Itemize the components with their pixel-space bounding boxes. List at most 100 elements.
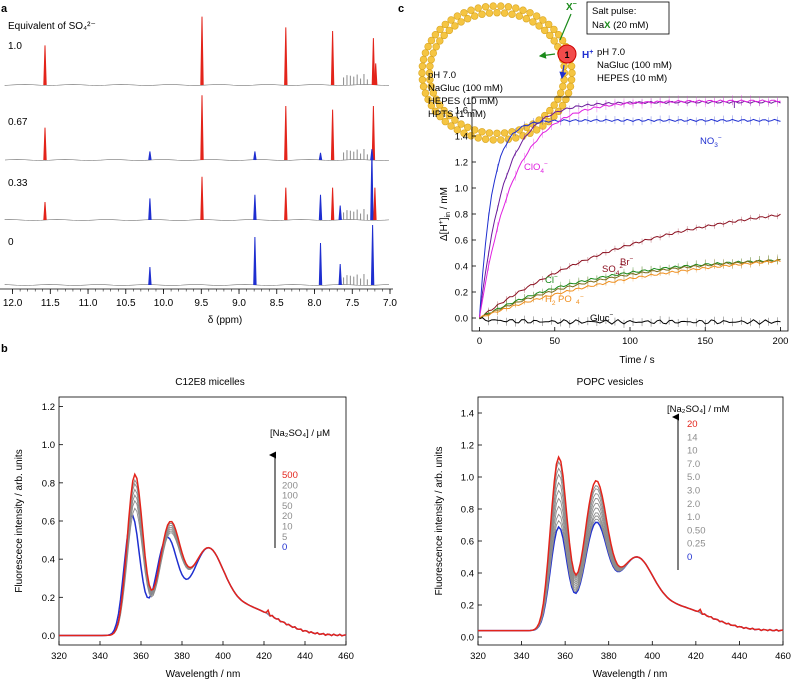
transport-series-line [479, 100, 781, 319]
nmr-peak [338, 205, 342, 221]
lipid-head [500, 9, 509, 17]
legend-entry: 0.25 [687, 539, 706, 550]
lipid-head [436, 37, 444, 45]
outside-line-3: HEPES (10 mM) [597, 73, 667, 84]
label-iodide: I− [733, 99, 740, 111]
spectrum-ytick-label: 1.0 [461, 473, 474, 484]
nmr-trace-label: 0 [8, 237, 14, 248]
lipid-head [567, 62, 576, 70]
lipid-head [539, 16, 547, 24]
lipid-head [441, 20, 449, 29]
outside-line-2: NaGluc (100 mM) [597, 60, 672, 71]
proton-charge: + [589, 49, 593, 56]
spectrum-ytick-label: 0.4 [461, 569, 474, 580]
carrier-molecule [557, 44, 577, 64]
anion-label: X− [566, 1, 577, 13]
lipid-head [532, 12, 541, 20]
lipid-head [508, 10, 516, 18]
popc-frame [477, 396, 784, 646]
nmr-xtick-label: 10.5 [116, 298, 136, 309]
nmr-peak [284, 105, 288, 161]
transport-series-line [479, 317, 781, 325]
nmr-trace-label: 0.33 [8, 178, 28, 189]
nmr-peak [338, 263, 342, 286]
panel-label-b: b [1, 343, 8, 355]
nmr-peak [253, 236, 257, 286]
lipid-head [478, 128, 486, 136]
lipid-head [504, 3, 513, 11]
lipid-head [440, 106, 448, 115]
nmr-peak [370, 151, 374, 221]
lipid-head [445, 26, 453, 35]
legend-entry: 14 [687, 432, 698, 443]
legend-entry: 100 [282, 491, 298, 502]
nmr-peak [43, 201, 47, 221]
legend-entry: 500 [282, 470, 298, 481]
lipid-head [481, 3, 490, 11]
spectrum-line [478, 497, 784, 632]
inside-line-1: pH 7.0 [428, 70, 456, 81]
lipid-head [451, 22, 459, 30]
lipid-head [467, 6, 475, 14]
c12e8-title: C12E8 micelles [175, 377, 244, 388]
nmr-baseline [4, 219, 390, 221]
nmr-peak [148, 151, 152, 161]
lipid-head [451, 116, 459, 124]
legend-entry: 50 [282, 501, 293, 512]
lipid-head [540, 26, 549, 35]
nmr-peak [371, 105, 376, 161]
inside-line-3: HEPES (10 mM) [428, 96, 498, 107]
lipid-head [471, 12, 479, 20]
nmr-peak [43, 127, 47, 161]
popc-xlabel: Wavelength / nm [593, 669, 668, 680]
transport-series-line [479, 259, 781, 319]
nmr-peak [148, 198, 152, 221]
legend-entry: 2.0 [687, 499, 700, 510]
anion-charge: − [573, 1, 577, 8]
transport-series-line [479, 99, 781, 318]
spectrum-line [478, 518, 784, 632]
spectrum-ytick-label: 1.4 [461, 409, 474, 420]
lipid-head [429, 89, 437, 97]
label-chloride: Cl− [545, 274, 558, 286]
c12e8-plot: C12E8 micelles 320 340 360 380 400 420 440 460 0… [14, 377, 354, 680]
legend-entry: 0 [687, 552, 692, 563]
spectrum-xtick-label: 360 [133, 651, 149, 662]
nmr-xtick-label: 12.0 [3, 298, 23, 309]
lipid-head [493, 129, 501, 138]
label-sulfate: SO42− [602, 263, 627, 277]
lipid-head [460, 129, 468, 137]
lipid-head [546, 31, 554, 40]
lipid-head [567, 76, 576, 84]
nmr-peak [371, 38, 376, 86]
spectrum-ytick-label: 0.6 [461, 537, 474, 548]
inside-line-2: NaGluc (100 mM) [428, 83, 503, 94]
nmr-xtick-label: 7.0 [383, 298, 397, 309]
salt-pulse-title: Salt pulse: [592, 6, 636, 17]
salt-pulse-na: Na [592, 20, 605, 31]
lipid-head [474, 4, 482, 12]
transport-series-line [479, 213, 781, 319]
popc-ylabel: Fluorescence intensity / arb. units [434, 447, 445, 596]
lipid-head [535, 22, 543, 30]
lipid-head [566, 82, 575, 91]
lipid-head [447, 16, 455, 24]
salt-pulse-conc: (20 mM) [611, 20, 649, 31]
lipid-head [493, 8, 501, 17]
spectrum-xtick-label: 320 [51, 651, 67, 662]
popc-legend-title: [Na₂SO₄] / mM [667, 404, 730, 415]
anion-in-arrow [559, 13, 572, 41]
lipid-head [554, 95, 562, 103]
lipid-head [559, 82, 567, 91]
transport-ylabel: Δ[H+]in / mM [438, 187, 452, 241]
nmr-xtick-label: 11.5 [41, 298, 60, 309]
spectrum-line [478, 521, 784, 632]
lipid-head [418, 76, 427, 84]
transport-xlabel: Time / s [619, 355, 654, 366]
spectrum-xtick-label: 420 [688, 651, 704, 662]
nmr-xtick-label: 9.0 [232, 298, 246, 309]
transport-ytick-label: 0.8 [455, 210, 468, 221]
lipid-head [453, 126, 461, 134]
nmr-trace-label: 0.67 [8, 117, 28, 128]
spectrum-line [59, 499, 347, 637]
